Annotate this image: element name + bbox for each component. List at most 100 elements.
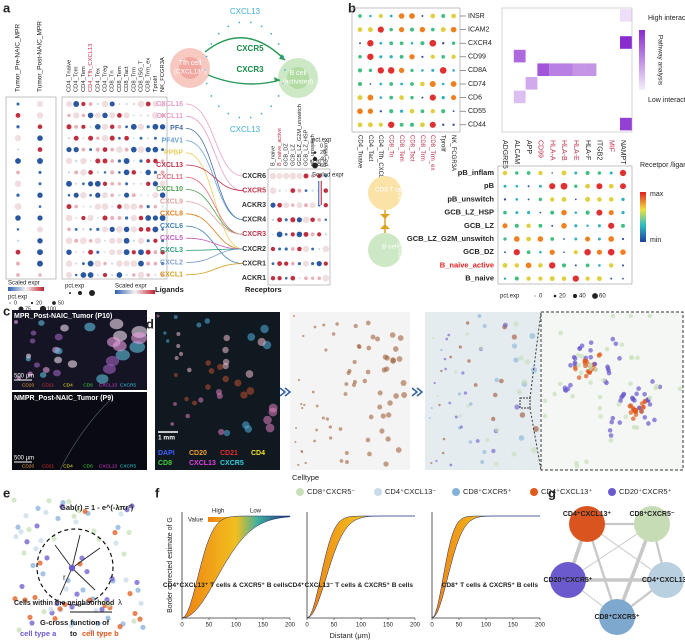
image-cell — [293, 315, 295, 317]
dot — [561, 209, 567, 216]
cell-dot — [113, 540, 119, 546]
dot — [94, 123, 101, 130]
image-cell — [294, 440, 297, 444]
cell-dot — [84, 568, 90, 575]
image-cell — [302, 334, 305, 338]
image-blob — [215, 388, 223, 396]
cell — [368, 176, 402, 210]
image-blob — [204, 318, 211, 324]
dot — [451, 13, 456, 19]
chemokine — [238, 116, 241, 119]
image-blob — [173, 373, 178, 377]
image-cell — [385, 412, 392, 418]
dot — [81, 262, 85, 266]
column-label: CD4_Tfh_CXCL13 — [377, 135, 383, 186]
dot — [316, 260, 322, 267]
dot — [153, 238, 158, 243]
heat-cell — [620, 36, 632, 49]
dot — [358, 14, 362, 18]
dot — [153, 170, 158, 175]
legend-label: max — [650, 191, 664, 198]
cell-dot — [24, 539, 30, 545]
dot — [527, 198, 530, 201]
image-cell — [468, 440, 473, 444]
link — [185, 164, 244, 191]
receptor-label: ACKR3 — [242, 202, 266, 209]
x-tick-label: 0 — [430, 623, 434, 629]
dot — [526, 171, 531, 175]
image-blob — [222, 375, 229, 383]
dot — [89, 228, 92, 231]
dot — [503, 237, 507, 241]
channel-label: CXCR5 — [120, 382, 137, 388]
gene-label: CD44 — [468, 122, 486, 129]
dot — [16, 273, 20, 277]
cell-dot — [121, 551, 127, 557]
dot — [152, 192, 159, 199]
image-cell — [389, 332, 396, 338]
dot — [73, 101, 80, 107]
image-cell — [313, 325, 317, 329]
annotation: Cells within the neighborhood — [14, 600, 114, 607]
dot — [527, 185, 530, 188]
cell-dot — [134, 579, 140, 586]
dot — [95, 147, 100, 152]
dot — [277, 202, 282, 208]
dot — [310, 232, 315, 237]
image-cell — [513, 321, 519, 327]
image-blob — [208, 368, 215, 374]
image — [540, 311, 684, 471]
dot — [137, 271, 145, 279]
image-cell — [647, 395, 653, 401]
dot — [101, 134, 109, 142]
diagram-label: CXCL13 — [230, 125, 261, 134]
legend-label: Low interaction — [648, 97, 685, 104]
column-label: HLA-E — [572, 140, 579, 161]
image-cell — [519, 412, 526, 418]
image-cell — [494, 377, 500, 383]
image-cell — [620, 393, 625, 399]
arrow-head — [274, 54, 285, 82]
dot — [574, 237, 578, 241]
link — [185, 189, 244, 235]
cell-dot — [59, 503, 65, 510]
dot — [110, 147, 115, 152]
cell-core — [287, 67, 309, 89]
image-cell — [582, 358, 588, 363]
gene-label: CD55 — [468, 108, 486, 115]
diagram-label: (activated) — [397, 241, 403, 267]
dot — [101, 100, 109, 108]
image-blob — [178, 351, 184, 357]
dot — [549, 276, 555, 282]
image-cell — [448, 401, 452, 405]
dot — [452, 110, 455, 113]
column-label: CD8_Trm_ex — [146, 58, 152, 92]
channel-label: CXCL13 — [99, 463, 117, 469]
image-cell — [627, 403, 633, 409]
diagram-label: CD8 T cell — [375, 187, 406, 194]
dot — [110, 193, 115, 198]
dot — [125, 102, 128, 106]
image-cell — [428, 416, 431, 420]
image-cell — [400, 380, 407, 386]
channel-label: CD20 — [189, 450, 207, 457]
dot — [452, 69, 455, 72]
dot — [66, 101, 72, 107]
node-label: CD20⁺CXCR5⁺ — [543, 577, 592, 584]
dot — [429, 39, 437, 47]
image-blob — [14, 320, 18, 324]
node-label: CD8⁺CXCR5⁺ — [594, 614, 639, 621]
dot — [94, 203, 101, 210]
cell-dot — [18, 529, 24, 535]
chemokine — [249, 116, 252, 119]
dot — [410, 82, 414, 86]
image-cell — [557, 381, 563, 387]
dot — [317, 217, 322, 222]
dot — [620, 249, 626, 255]
image-blob — [218, 428, 225, 436]
dot — [82, 251, 85, 254]
cell-dot — [76, 508, 82, 514]
dot — [549, 249, 555, 255]
dot — [430, 27, 435, 32]
chemokine — [227, 112, 230, 115]
